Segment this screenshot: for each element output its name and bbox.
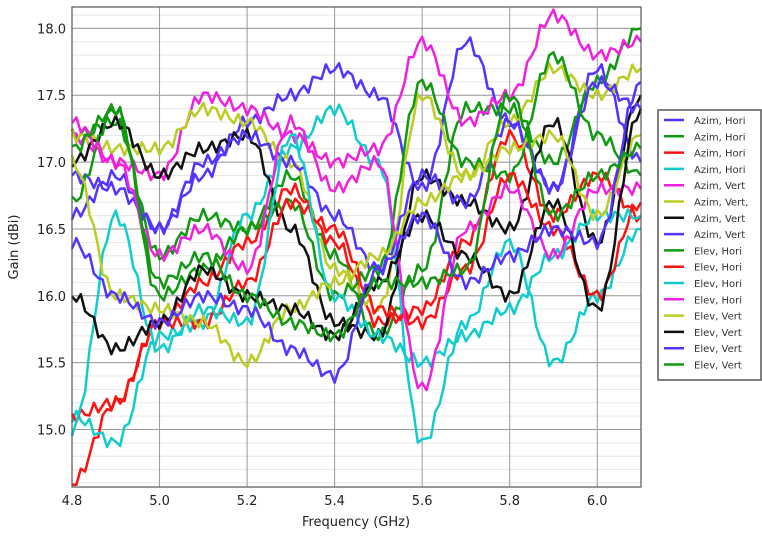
series-line bbox=[71, 91, 643, 343]
y-tick-label: 16.5 bbox=[37, 223, 66, 238]
series-line bbox=[71, 8, 643, 182]
y-tick-label: 18.0 bbox=[37, 22, 66, 37]
plot-frame bbox=[71, 6, 642, 488]
series-line bbox=[71, 114, 643, 392]
legend-label: Elev, Hori bbox=[694, 246, 742, 257]
legend-label: Elev, Vert bbox=[694, 344, 742, 355]
legend-label: Azim, Vert bbox=[694, 214, 745, 225]
legend-label: Azim, Vert bbox=[694, 181, 745, 192]
series-lines bbox=[70, 8, 643, 486]
legend-label: Elev, Vert bbox=[694, 361, 742, 372]
x-tick-labels: 4.8 5.0 5.2 5.4 5.6 5.8 6.0 bbox=[62, 494, 608, 509]
x-tick-label: 6.0 bbox=[587, 494, 608, 509]
x-tick-label: 5.0 bbox=[149, 494, 170, 509]
series-line bbox=[70, 129, 642, 369]
legend-label: Elev, Vert bbox=[694, 328, 742, 339]
y-tick-label: 15.0 bbox=[37, 424, 66, 439]
legend-label: Azim, Hori bbox=[694, 132, 746, 143]
x-tick-label: 5.4 bbox=[324, 494, 345, 509]
legend-label: Azim, Vert, bbox=[694, 198, 748, 209]
legend-label: Elev, Hori bbox=[694, 279, 742, 290]
series-line bbox=[70, 103, 642, 449]
series-line bbox=[70, 80, 642, 384]
legend-label: Elev, Vert bbox=[694, 312, 742, 323]
legend-label: Azim, Hori bbox=[694, 116, 746, 127]
series-line bbox=[71, 108, 643, 356]
legend-box bbox=[657, 109, 762, 381]
legend-label: Elev, Hori bbox=[694, 263, 742, 274]
x-tick-label: 5.8 bbox=[499, 494, 520, 509]
series-line bbox=[70, 171, 643, 424]
x-axis-label: Frequency (GHz) bbox=[302, 515, 410, 530]
legend-label: Elev, Hori bbox=[694, 295, 742, 306]
y-tick-label: 15.5 bbox=[37, 357, 66, 372]
y-tick-labels: 15.0 15.5 16.0 16.5 17.0 17.5 18.0 bbox=[37, 22, 66, 438]
y-tick-label: 17.5 bbox=[37, 89, 66, 104]
y-tick-label: 17.0 bbox=[37, 156, 66, 171]
legend-label: Azim, Hori bbox=[694, 165, 746, 176]
x-tick-label: 4.8 bbox=[62, 494, 83, 509]
series-line bbox=[71, 51, 642, 302]
legend-label: Azim, Hori bbox=[694, 149, 746, 160]
y-axis-label: Gain (dBi) bbox=[7, 215, 22, 280]
y-tick-label: 16.0 bbox=[37, 290, 66, 305]
series-line bbox=[70, 75, 642, 273]
x-tick-label: 5.2 bbox=[237, 494, 258, 509]
series-line bbox=[70, 27, 642, 342]
legend: Azim, Hori Azim, Hori Azim, Hori Azim, Hori… bbox=[657, 109, 762, 381]
legend-label: Azim, Vert bbox=[694, 230, 745, 241]
x-tick-label: 5.6 bbox=[412, 494, 433, 509]
